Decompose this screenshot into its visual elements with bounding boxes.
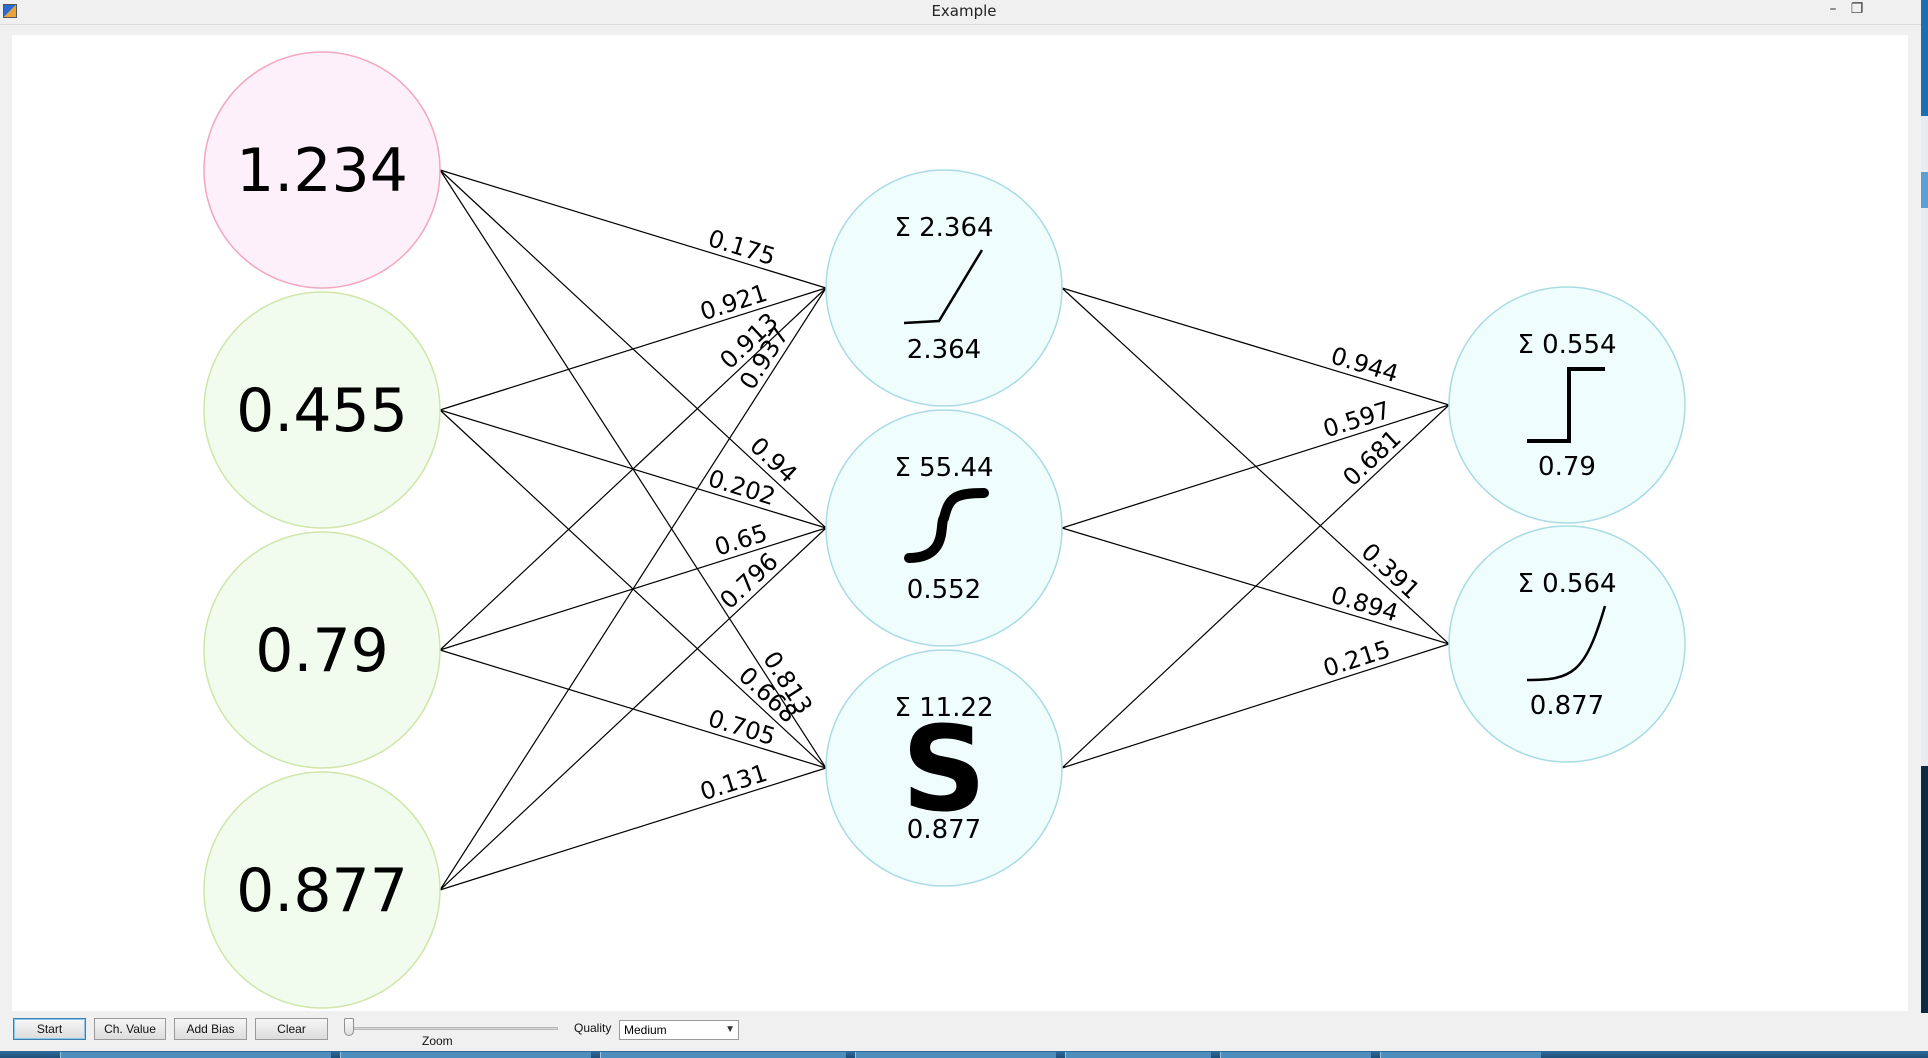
zoom-slider-thumb[interactable] [344, 1018, 354, 1036]
input-neuron[interactable] [203, 771, 441, 1009]
neuron-output: 0.552 [907, 575, 981, 605]
taskbar-item[interactable] [1380, 1052, 1541, 1058]
hidden-neuron[interactable] [825, 169, 1063, 407]
relu-icon [903, 249, 984, 325]
weight-label: 0.175 [705, 224, 779, 271]
network-diagram: 0.1750.940.8130.9210.2020.6680.9130.650.… [203, 51, 1686, 1009]
window-title: Example [931, 2, 997, 20]
zoom-slider-track[interactable] [346, 1027, 558, 1030]
scroll-thumb[interactable] [1921, 172, 1928, 208]
minimize-button[interactable]: – [1829, 1, 1837, 17]
neuron-sum: Σ 0.554 [1517, 330, 1616, 360]
taskbar-item[interactable] [600, 1052, 846, 1058]
connection-line [439, 767, 827, 891]
toolbar: Start Ch. Value Add Bias Clear Zoom Qual… [0, 1013, 1928, 1051]
neuron-sum: Σ 0.564 [1517, 569, 1616, 599]
bias-neuron[interactable] [203, 51, 441, 289]
quality-select-value: Medium [624, 1023, 667, 1037]
connection-line [439, 287, 827, 891]
connection-line [1061, 643, 1450, 769]
neuron-sum: Σ 55.44 [894, 453, 993, 483]
neuron-sum: Σ 2.364 [894, 213, 993, 243]
neuron-output: 0.79 [1538, 452, 1596, 482]
taskbar-item[interactable] [1065, 1052, 1211, 1058]
neuron-sum: Σ 11.22 [894, 693, 993, 723]
taskbar [0, 1051, 1928, 1058]
input-value: 0.79 [255, 616, 389, 686]
start-button[interactable]: Start [13, 1018, 86, 1040]
sigmoid-icon [904, 488, 989, 563]
neuron-output: 0.877 [907, 815, 981, 845]
input-value: 1.234 [236, 136, 408, 206]
weight-label: 0.215 [1320, 635, 1394, 683]
s-curve-icon: S [902, 700, 987, 838]
clear-button[interactable]: Clear [255, 1018, 328, 1040]
chevron-down-icon[interactable]: ▼ [725, 1024, 735, 1035]
hidden-neuron[interactable] [825, 649, 1063, 887]
change-value-button[interactable]: Ch. Value [94, 1018, 166, 1040]
input-value: 0.455 [236, 376, 408, 446]
connection-line [439, 287, 827, 651]
connection-line [1061, 404, 1450, 769]
quality-label: Quality [574, 1021, 612, 1035]
connection-line [439, 287, 827, 411]
add-bias-button[interactable]: Add Bias [174, 1018, 247, 1040]
input-value: 0.877 [236, 856, 408, 926]
weight-label: 0.944 [1328, 342, 1402, 389]
weight-label: 0.131 [697, 759, 771, 806]
scroll-indicator [1921, 0, 1928, 116]
vertical-scrollbar[interactable] [1921, 0, 1928, 1048]
exponential-icon [1526, 605, 1607, 682]
taskbar-item[interactable] [855, 1052, 1056, 1058]
output-neuron[interactable] [1448, 525, 1686, 763]
title-bar: Example – ❐ [0, 0, 1928, 25]
connection-line [439, 527, 827, 891]
input-neuron[interactable] [203, 291, 441, 529]
taskbar-item[interactable] [340, 1052, 591, 1058]
neuron-output: 0.877 [1530, 691, 1604, 721]
step-icon [1527, 367, 1605, 443]
network-canvas[interactable]: 0.175 0.94 0.813 0.921 0.202 0.668 0.913 0.65 0.… [12, 35, 1908, 1011]
input-neuron[interactable] [203, 531, 441, 769]
connection-line [1061, 287, 1450, 406]
quality-select[interactable]: Medium ▼ [619, 1020, 739, 1040]
connection-line [439, 169, 827, 289]
neuron-output: 2.364 [907, 335, 981, 365]
connection-line [1061, 404, 1450, 529]
scroll-indicator-lower [1921, 766, 1928, 1048]
taskbar-item[interactable] [1220, 1052, 1371, 1058]
taskbar-item[interactable] [60, 1052, 331, 1058]
restore-button[interactable]: ❐ [1850, 1, 1864, 17]
zoom-label: Zoom [422, 1034, 453, 1048]
connections [439, 169, 1450, 891]
app-icon [3, 4, 17, 18]
